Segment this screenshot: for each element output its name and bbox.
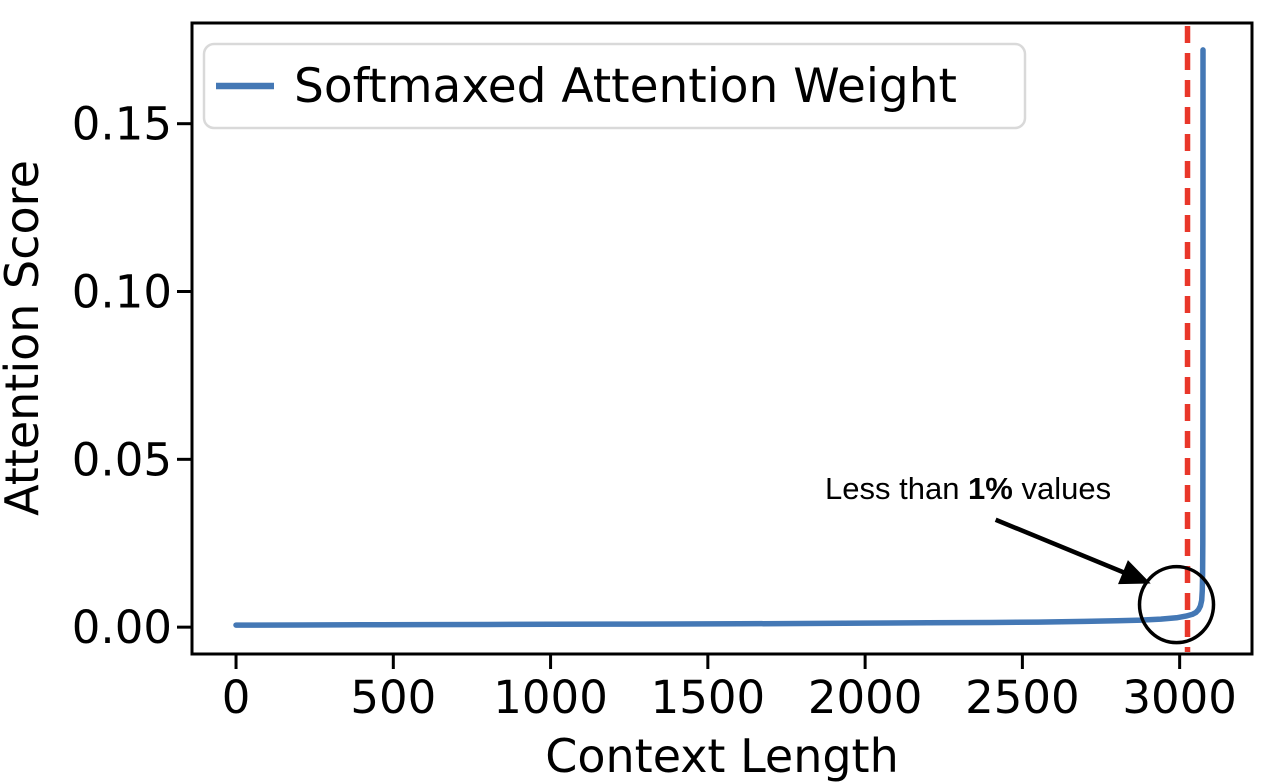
annotation-text: Less than 1% values xyxy=(825,471,1111,506)
x-axis-tick-labels: 0 500 1000 1500 2000 2500 3000 xyxy=(222,671,1237,724)
x-tick-label: 2500 xyxy=(965,671,1080,724)
circle-annotation xyxy=(1137,564,1216,645)
x-tick-label: 1500 xyxy=(651,671,766,724)
x-tick-label: 3000 xyxy=(1122,671,1237,724)
y-axis-tick-labels: 0.00 0.05 0.10 0.15 xyxy=(72,98,172,654)
annotation-arrow-shaft xyxy=(994,517,1128,576)
y-tick-label: 0.00 xyxy=(72,601,172,654)
attention-curve xyxy=(233,47,1206,628)
legend-label: Softmaxed Attention Weight xyxy=(294,59,957,114)
annotation-text-suffix: values xyxy=(1013,471,1111,506)
x-tick-label: 0 xyxy=(222,671,251,724)
annotation-text-prefix: Less than xyxy=(825,471,968,506)
y-tick-label: 0.05 xyxy=(72,433,172,486)
legend-box xyxy=(202,42,1027,130)
x-axis-ticks xyxy=(234,654,1182,669)
legend: Softmaxed Attention Weight xyxy=(202,42,1027,130)
y-tick-label: 0.15 xyxy=(72,98,172,151)
annotation-text-bold: 1% xyxy=(968,471,1013,506)
x-axis-label: Context Length xyxy=(545,729,899,783)
x-tick-label: 2000 xyxy=(808,671,923,724)
y-tick-label: 0.10 xyxy=(72,266,172,319)
y-axis-label: Attention Score xyxy=(0,160,49,516)
annotation-arrow-head xyxy=(1118,560,1151,585)
x-tick-label: 1000 xyxy=(493,671,608,724)
x-tick-label: 500 xyxy=(350,671,436,724)
y-axis-ticks xyxy=(177,122,192,629)
plot-border xyxy=(190,21,1254,656)
